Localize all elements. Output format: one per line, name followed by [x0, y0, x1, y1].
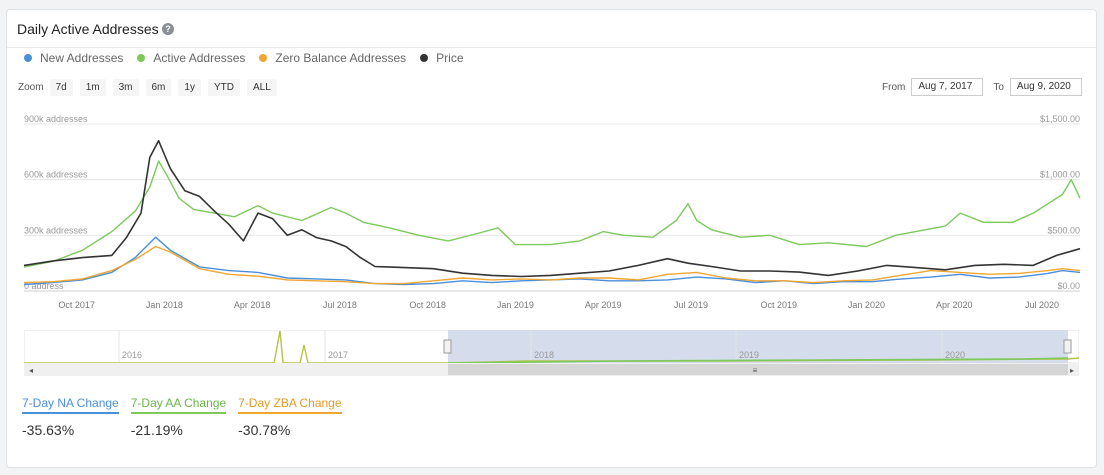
navigator[interactable]: 2016 2017 2018 2019 2020 ≡ ◂ ▸ — [24, 330, 1079, 376]
help-icon[interactable]: ? — [162, 23, 174, 35]
zoom-label: Zoom — [18, 82, 44, 93]
card-header: Daily Active Addresses ? — [7, 10, 1096, 48]
legend-label: Active Addresses — [153, 51, 246, 65]
zoom-controls: Zoom 7d 1m 3m 6m 1y YTD ALL — [18, 79, 284, 96]
legend-label: Zero Balance Addresses — [275, 51, 407, 65]
kpi-label: 7-Day AA Change — [130, 396, 227, 414]
date-range: From Aug 7, 2017 To Aug 9, 2020 — [882, 78, 1082, 96]
navigator-series — [447, 357, 1069, 364]
navigator-label: 2017 — [328, 350, 348, 360]
scroll-right-icon[interactable]: ▸ — [1070, 366, 1074, 375]
navigator-selection[interactable] — [448, 330, 1068, 363]
navigator-label: 2016 — [122, 350, 142, 360]
navigator-label: 2018 — [534, 350, 554, 360]
legend-label: Price — [436, 51, 464, 65]
zoom-1m-button[interactable]: 1m — [79, 79, 106, 96]
navigator-right-handle[interactable] — [1063, 339, 1072, 354]
legend-dot-icon — [24, 54, 32, 62]
zoom-ytd-button[interactable]: YTD — [207, 79, 240, 96]
navigator-left-handle[interactable] — [443, 339, 452, 354]
legend-item-zero-balance-addresses[interactable]: Zero Balance Addresses — [259, 51, 406, 65]
scrollbar-grip-icon: ≡ — [753, 366, 758, 375]
legend-item-active-addresses[interactable]: Active Addresses — [137, 51, 245, 65]
legend-item-new-addresses[interactable]: New Addresses — [24, 51, 123, 65]
zoom-1y-button[interactable]: 1y — [178, 79, 201, 96]
navigator-scrollbar-thumb[interactable] — [448, 364, 1068, 375]
scroll-left-icon[interactable]: ◂ — [29, 366, 33, 375]
kpi-na-change: 7-Day NA Change -35.63% — [22, 394, 119, 438]
navigator-label: 2019 — [739, 350, 759, 360]
legend-dot-icon — [137, 54, 146, 62]
chart-legend: New Addresses Active Addresses Zero Bala… — [24, 51, 478, 65]
zoom-all-button[interactable]: ALL — [246, 79, 277, 96]
kpi-label: 7-Day ZBA Change — [238, 396, 342, 414]
zoom-3m-button[interactable]: 3m — [112, 79, 139, 96]
legend-dot-icon — [420, 54, 429, 62]
legend-item-price[interactable]: Price — [420, 51, 464, 65]
kpi-row: 7-Day NA Change -35.63% 7-Day AA Change … — [22, 394, 354, 438]
card-title: Daily Active Addresses — [17, 21, 159, 37]
kpi-aa-change: 7-Day AA Change -21.19% — [130, 394, 227, 438]
kpi-value: -35.63% — [22, 422, 75, 438]
to-label: To — [993, 81, 1004, 93]
to-date-input[interactable]: Aug 9, 2020 — [1009, 78, 1082, 96]
legend-label: New Addresses — [40, 51, 124, 65]
kpi-zba-change: 7-Day ZBA Change -30.78% — [238, 394, 342, 438]
kpi-label: 7-Day NA Change — [22, 396, 119, 414]
zoom-7d-button[interactable]: 7d — [49, 79, 73, 96]
from-date-input[interactable]: Aug 7, 2017 — [911, 78, 984, 96]
legend-dot-icon — [259, 54, 268, 62]
zoom-6m-button[interactable]: 6m — [145, 79, 172, 96]
from-label: From — [882, 81, 906, 93]
kpi-value: -30.78% — [238, 422, 291, 438]
kpi-value: -21.19% — [130, 422, 183, 438]
navigator-label: 2020 — [945, 350, 965, 360]
